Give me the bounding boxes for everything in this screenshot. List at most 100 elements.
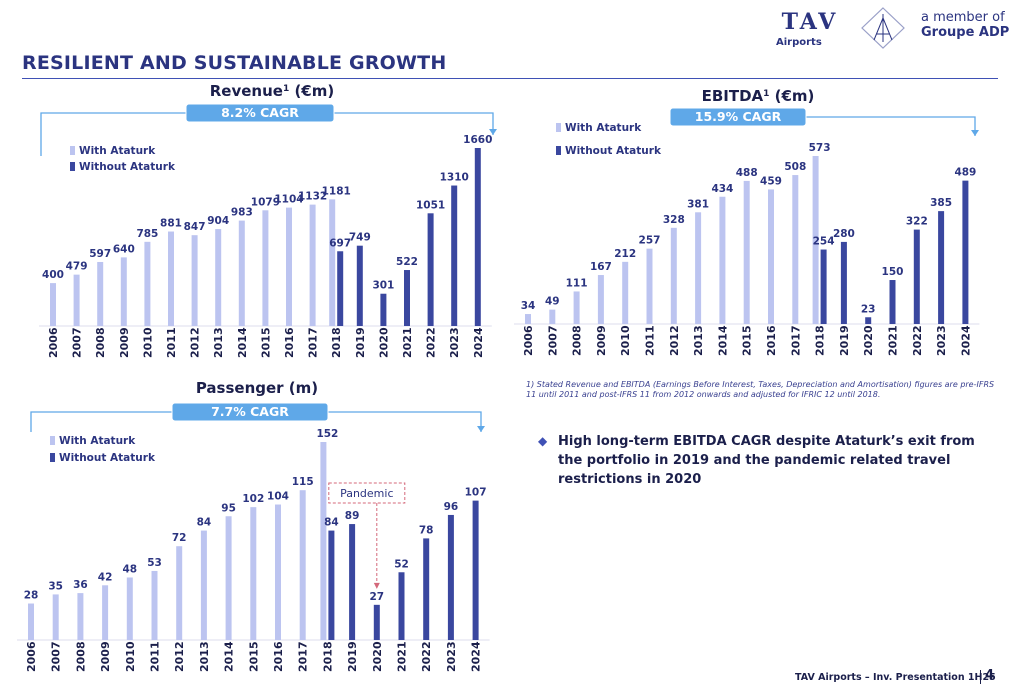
passenger-tick-2012: 2012: [173, 641, 186, 672]
passenger-legend-swatch-without: [50, 453, 55, 462]
passenger-tick-2006: 2006: [25, 641, 38, 672]
passenger-tick-2018: 2018: [321, 641, 334, 672]
ebitda-tick-2011: 2011: [644, 325, 657, 356]
passenger-value-without-2024: 107: [465, 487, 487, 499]
groupe-adp-text: Groupe ADP: [921, 25, 1010, 40]
revenue-value-with-2009: 640: [113, 243, 135, 255]
passenger-bar-with-2009: [102, 585, 109, 640]
passenger-value-with-2008: 36: [73, 579, 88, 591]
passenger-tick-2021: 2021: [396, 641, 409, 672]
passenger-annotation-box: [328, 482, 406, 504]
passenger-tick-2011: 2011: [149, 641, 162, 672]
ebitda-value-with-2016: 459: [760, 175, 782, 187]
ebitda-bar-with-2010: [622, 261, 629, 324]
passenger-bar-with-2018: [320, 442, 327, 640]
ebitda-bar-without-2024: [962, 180, 969, 324]
ebitda-tick-2013: 2013: [692, 325, 705, 356]
passenger-value-with-2015: 102: [242, 493, 264, 505]
revenue-bar-without-2021: [404, 270, 410, 326]
revenue-tick-2020: 2020: [377, 327, 390, 358]
ebitda-chart-title: EBITDA1 (€m): [702, 87, 815, 105]
revenue-bar-without-2019: [356, 245, 363, 326]
passenger-bar-with-2006: [28, 603, 34, 640]
revenue-bar-without-2022: [427, 213, 434, 326]
passenger-value-with-2006: 28: [24, 590, 39, 602]
passenger-value-with-2009: 42: [98, 571, 113, 583]
revenue-value-without-2019: 749: [349, 232, 371, 244]
ebitda-bar-with-2015: [743, 180, 750, 324]
ebitda-tick-2024: 2024: [959, 325, 972, 356]
passenger-value-with-2017: 115: [292, 476, 314, 488]
revenue-tick-2011: 2011: [165, 327, 178, 358]
ebitda-tick-2007: 2007: [546, 325, 559, 356]
ebitda-value-without-2024: 489: [954, 167, 976, 179]
ebitda-value-with-2013: 381: [687, 198, 709, 210]
passenger-bar-with-2007: [52, 594, 59, 640]
ebitda-tick-2009: 2009: [595, 325, 608, 356]
ebitda-value-without-2021: 150: [882, 266, 904, 278]
ebitda-value-with-2010: 212: [614, 248, 636, 260]
passenger-annotation-arrow-icon: [373, 582, 380, 589]
revenue-cagr-arrow-icon: [489, 129, 497, 135]
revenue-bar-with-2006: [50, 283, 56, 326]
ebitda-bar-with-2011: [646, 248, 653, 324]
passenger-value-without-2022: 78: [419, 524, 434, 536]
revenue-bar-with-2012: [191, 235, 198, 326]
passenger-value-with-2010: 48: [122, 563, 137, 575]
passenger-tick-2010: 2010: [124, 641, 137, 672]
revenue-value-with-2007: 479: [66, 261, 88, 273]
passenger-bar-without-2018: [328, 530, 335, 640]
revenue-bar-with-2011: [168, 231, 174, 326]
passenger-tick-2024: 2024: [470, 641, 483, 672]
page-title: RESILIENT AND SUSTAINABLE GROWTH: [22, 52, 447, 74]
revenue-chart-title: Revenue1 (€m): [210, 82, 334, 100]
ebitda-tick-2014: 2014: [716, 325, 729, 356]
revenue-bar-without-2024: [474, 148, 481, 326]
passenger-chart: Passenger (m) 7.7% CAGR With Ataturk Withou…: [17, 379, 490, 672]
passenger-value-without-2019: 89: [345, 510, 360, 522]
ebitda-value-without-2022: 322: [906, 216, 928, 228]
passenger-tick-2020: 2020: [371, 641, 384, 672]
passenger-bar-with-2014: [225, 516, 232, 640]
ebitda-tick-2015: 2015: [741, 325, 754, 356]
revenue-tick-2012: 2012: [189, 327, 202, 358]
passenger-value-without-2021: 52: [394, 558, 409, 570]
ebitda-value-with-2006: 34: [521, 300, 536, 312]
revenue-bar-with-2007: [73, 274, 80, 326]
ebitda-value-with-2009: 167: [590, 261, 612, 273]
passenger-value-with-2012: 72: [172, 532, 187, 544]
ebitda-value-with-2011: 257: [639, 235, 661, 247]
revenue-legend-swatch-without: [70, 162, 75, 171]
passenger-bar-without-2024: [472, 500, 479, 640]
passenger-value-with-2016: 104: [267, 491, 289, 503]
ebitda-bar-with-2006: [525, 314, 531, 324]
revenue-value-with-2017: 1132: [298, 191, 327, 203]
revenue-tick-2015: 2015: [259, 327, 272, 358]
ebitda-legend-label-with: With Ataturk: [565, 122, 642, 134]
passenger-value-with-2013: 84: [197, 517, 212, 529]
ebitda-legend-label-without: Without Ataturk: [565, 145, 662, 157]
revenue-value-with-2015: 1079: [251, 196, 280, 208]
ebitda-value-without-2019: 280: [833, 228, 855, 240]
revenue-tick-2023: 2023: [448, 327, 461, 358]
revenue-tick-2021: 2021: [401, 327, 414, 358]
revenue-chart: Revenue1 (€m) 8.2% CAGR With Ataturk Withou…: [39, 82, 497, 358]
passenger-tick-2016: 2016: [272, 641, 285, 672]
ebitda-value-without-2023: 385: [930, 197, 952, 209]
footnote: 1) Stated Revenue and EBITDA (Earnings B…: [526, 380, 995, 399]
ebitda-bar-with-2017: [792, 175, 799, 324]
revenue-tick-2024: 2024: [472, 327, 485, 358]
ebitda-tick-2020: 2020: [862, 325, 875, 356]
member-of-text: a member of: [921, 10, 1005, 25]
ebitda-bar-with-2008: [573, 291, 580, 324]
passenger-value-with-2007: 35: [48, 580, 63, 592]
revenue-tick-2019: 2019: [354, 327, 367, 358]
revenue-bar-with-2014: [238, 220, 245, 326]
passenger-cagr-label: 7.7% CAGR: [211, 404, 289, 419]
passenger-bar-with-2013: [200, 530, 207, 640]
passenger-value-with-2014: 95: [221, 502, 236, 514]
revenue-legend-label-with: With Ataturk: [79, 145, 156, 157]
ebitda-value-with-2017: 508: [784, 161, 806, 173]
ebitda-bar-without-2020: [865, 317, 872, 324]
ebitda-chart: EBITDA1 (€m) 15.9% CAGR With Ataturk Withou…: [514, 87, 980, 356]
